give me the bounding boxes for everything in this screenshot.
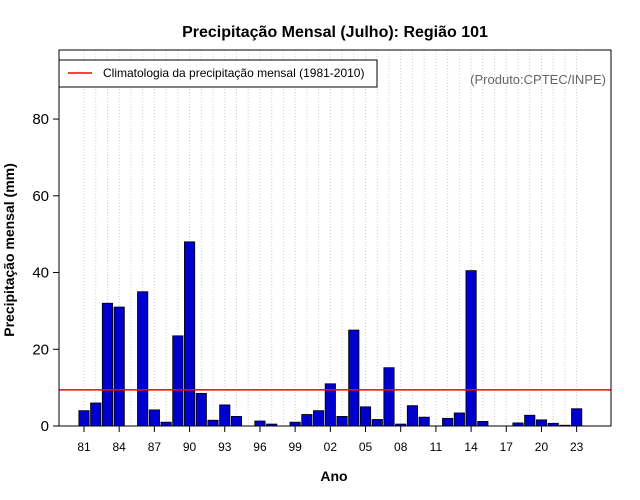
bar-2003 xyxy=(336,416,348,427)
bar-2005 xyxy=(359,406,372,427)
legend: Climatologia da precipitação mensal (198… xyxy=(58,59,378,88)
bar-1989 xyxy=(172,335,184,427)
bar-2009 xyxy=(406,405,418,427)
chart-title: Precipitação Mensal (Julho): Região 101 xyxy=(182,24,488,41)
bar-1981 xyxy=(78,410,90,427)
bars xyxy=(78,241,583,427)
x-tick-label: 08 xyxy=(394,440,408,454)
plot-frame xyxy=(58,49,612,427)
x-tick-label: 90 xyxy=(183,440,197,454)
legend-label: Climatologia da precipitação mensal (198… xyxy=(103,66,364,80)
bar-1987 xyxy=(148,409,160,427)
bar-2010 xyxy=(418,416,430,427)
x-tick-label: 11 xyxy=(430,440,443,454)
bar-2015 xyxy=(477,420,489,427)
source-note: (Produto:CPTEC/INPE) xyxy=(470,72,606,87)
x-tick-label: 81 xyxy=(77,440,91,454)
bar-2000 xyxy=(301,414,313,427)
bar-2012 xyxy=(442,417,454,427)
grid-lines xyxy=(83,50,578,426)
y-tick-label: 20 xyxy=(32,341,49,358)
bar-1983 xyxy=(101,302,114,427)
bar-2013 xyxy=(453,412,465,427)
y-tick-label: 60 xyxy=(32,188,49,205)
bar-1984 xyxy=(113,306,125,427)
bar-2007 xyxy=(383,367,395,427)
bar-2001 xyxy=(313,410,325,427)
y-tick-label: 0 xyxy=(41,418,49,435)
y-tick-label: 80 xyxy=(32,111,49,128)
bar-1986 xyxy=(137,291,149,427)
bar-2014 xyxy=(465,270,477,427)
x-tick-label: 93 xyxy=(218,440,232,454)
bar-2020 xyxy=(535,419,548,427)
bar-1991 xyxy=(195,392,207,427)
bar-1990 xyxy=(184,241,196,427)
x-tick-label: 84 xyxy=(113,440,127,454)
bar-1994 xyxy=(230,416,243,427)
y-axis: 0 20 40 60 80 xyxy=(32,111,59,435)
bar-2006 xyxy=(371,419,383,427)
x-axis-title: Ano xyxy=(320,468,347,484)
bar-2019 xyxy=(524,414,536,427)
x-tick-label: 23 xyxy=(570,440,584,454)
x-tick-label: 14 xyxy=(464,440,478,454)
bar-1993 xyxy=(219,404,231,427)
x-tick-label: 02 xyxy=(324,440,338,454)
bar-1996 xyxy=(254,420,266,427)
bar-1982 xyxy=(90,402,102,427)
bar-1992 xyxy=(207,419,219,427)
x-tick-label: 05 xyxy=(359,440,373,454)
legend-box xyxy=(58,59,378,88)
bar-1999 xyxy=(289,421,301,427)
x-tick-label: 20 xyxy=(535,440,549,454)
x-tick-label: 87 xyxy=(148,440,162,454)
y-axis-title: Precipitação mensal (mm) xyxy=(1,163,17,337)
bar-2004 xyxy=(348,329,360,427)
x-tick-label: 96 xyxy=(253,440,267,454)
bar-1988 xyxy=(160,421,172,427)
y-tick-label: 40 xyxy=(32,265,49,282)
bar-2023 xyxy=(571,408,583,427)
x-tick-label: 17 xyxy=(500,440,514,454)
x-tick-label: 99 xyxy=(288,440,302,454)
x-axis: 81 84 87 90 93 96 99 02 05 08 11 14 17 20 23 xyxy=(77,426,584,454)
